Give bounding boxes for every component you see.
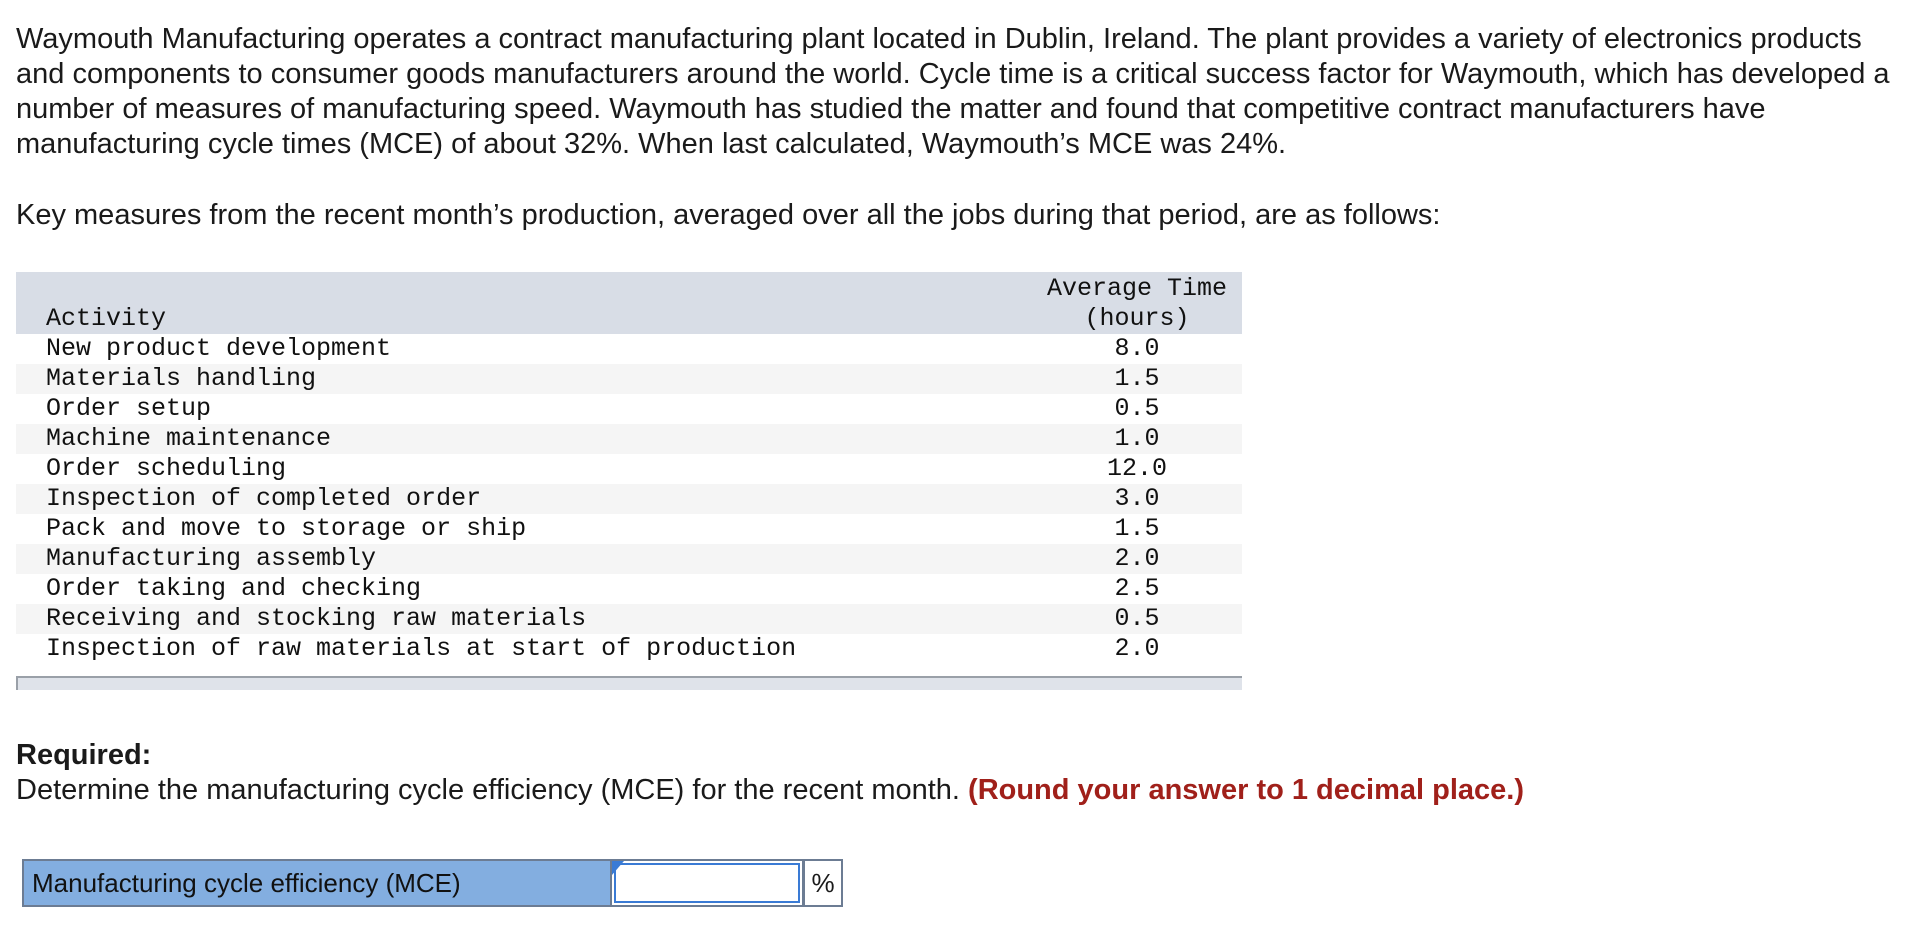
table-header-row: Activity Average Time (hours) [16,272,1242,334]
required-question: Determine the manufacturing cycle effici… [16,774,969,806]
table-row: Machine maintenance 1.0 [16,424,1242,454]
average-time-cell: 0.5 [1114,394,1160,423]
input-corner-marker-icon [612,861,624,875]
average-time-cell: 1.0 [1114,424,1160,453]
header-average-time-line1: Average Time [1046,274,1228,303]
activity-table-body: New product development 8.0 Materials hand… [16,334,1242,664]
activity-table-container: Activity Average Time (hours) New produc… [16,272,1242,690]
average-time-cell: 8.0 [1114,334,1160,363]
activity-cell: Manufacturing assembly [46,544,377,573]
activity-cell: Materials handling [46,364,317,393]
table-row: Materials handling 1.5 [16,364,1242,394]
activity-cell: Inspection of completed order [46,484,482,513]
activity-cell: Order setup [46,394,212,423]
activity-cell: Pack and move to storage or ship [46,514,527,543]
average-time-cell: 2.5 [1114,574,1160,603]
average-time-cell: 1.5 [1114,514,1160,543]
average-time-cell: 0.5 [1114,604,1160,633]
header-average-time-line2: (hours) [1084,304,1190,333]
table-row: Manufacturing assembly 2.0 [16,544,1242,574]
mce-answer-input[interactable] [614,863,800,903]
average-time-cell: 2.0 [1114,634,1160,663]
header-average-time: Average Time (hours) [1032,272,1242,334]
percent-unit-label: % [804,859,843,907]
header-activity: Activity [46,304,167,333]
answer-row: Manufacturing cycle efficiency (MCE) % [22,859,843,907]
table-row: Order setup 0.5 [16,394,1242,424]
mce-answer-label: Manufacturing cycle efficiency (MCE) [22,859,612,907]
table-row: Inspection of completed order 3.0 [16,484,1242,514]
required-label: Required: [16,739,152,771]
activity-cell: Machine maintenance [46,424,332,453]
activity-table: Activity Average Time (hours) New produc… [16,272,1242,664]
rounding-hint: (Round your answer to 1 decimal place.) [968,774,1524,806]
average-time-cell: 2.0 [1114,544,1160,573]
required-instruction: Determine the manufacturing cycle effici… [16,773,1524,807]
activity-cell: New product development [46,334,392,363]
table-row: Inspection of raw materials at start of … [16,634,1242,664]
activity-cell: Order taking and checking [46,574,422,603]
average-time-cell: 1.5 [1114,364,1160,393]
table-footer-bar [16,676,1242,690]
mce-answer-cell [612,859,804,907]
table-row: New product development 8.0 [16,334,1242,364]
average-time-cell: 3.0 [1114,484,1160,513]
activity-cell: Order scheduling [46,454,287,483]
table-row: Receiving and stocking raw materials 0.5 [16,604,1242,634]
activity-cell: Receiving and stocking raw materials [46,604,587,633]
activity-cell: Inspection of raw materials at start of … [46,634,797,663]
intro-paragraph: Waymouth Manufacturing operates a contra… [16,23,1890,160]
table-row: Pack and move to storage or ship 1.5 [16,514,1242,544]
table-row: Order scheduling 12.0 [16,454,1242,484]
average-time-cell: 12.0 [1106,454,1167,483]
table-lead-text: Key measures from the recent month’s pro… [16,199,1441,231]
table-row: Order taking and checking 2.5 [16,574,1242,604]
